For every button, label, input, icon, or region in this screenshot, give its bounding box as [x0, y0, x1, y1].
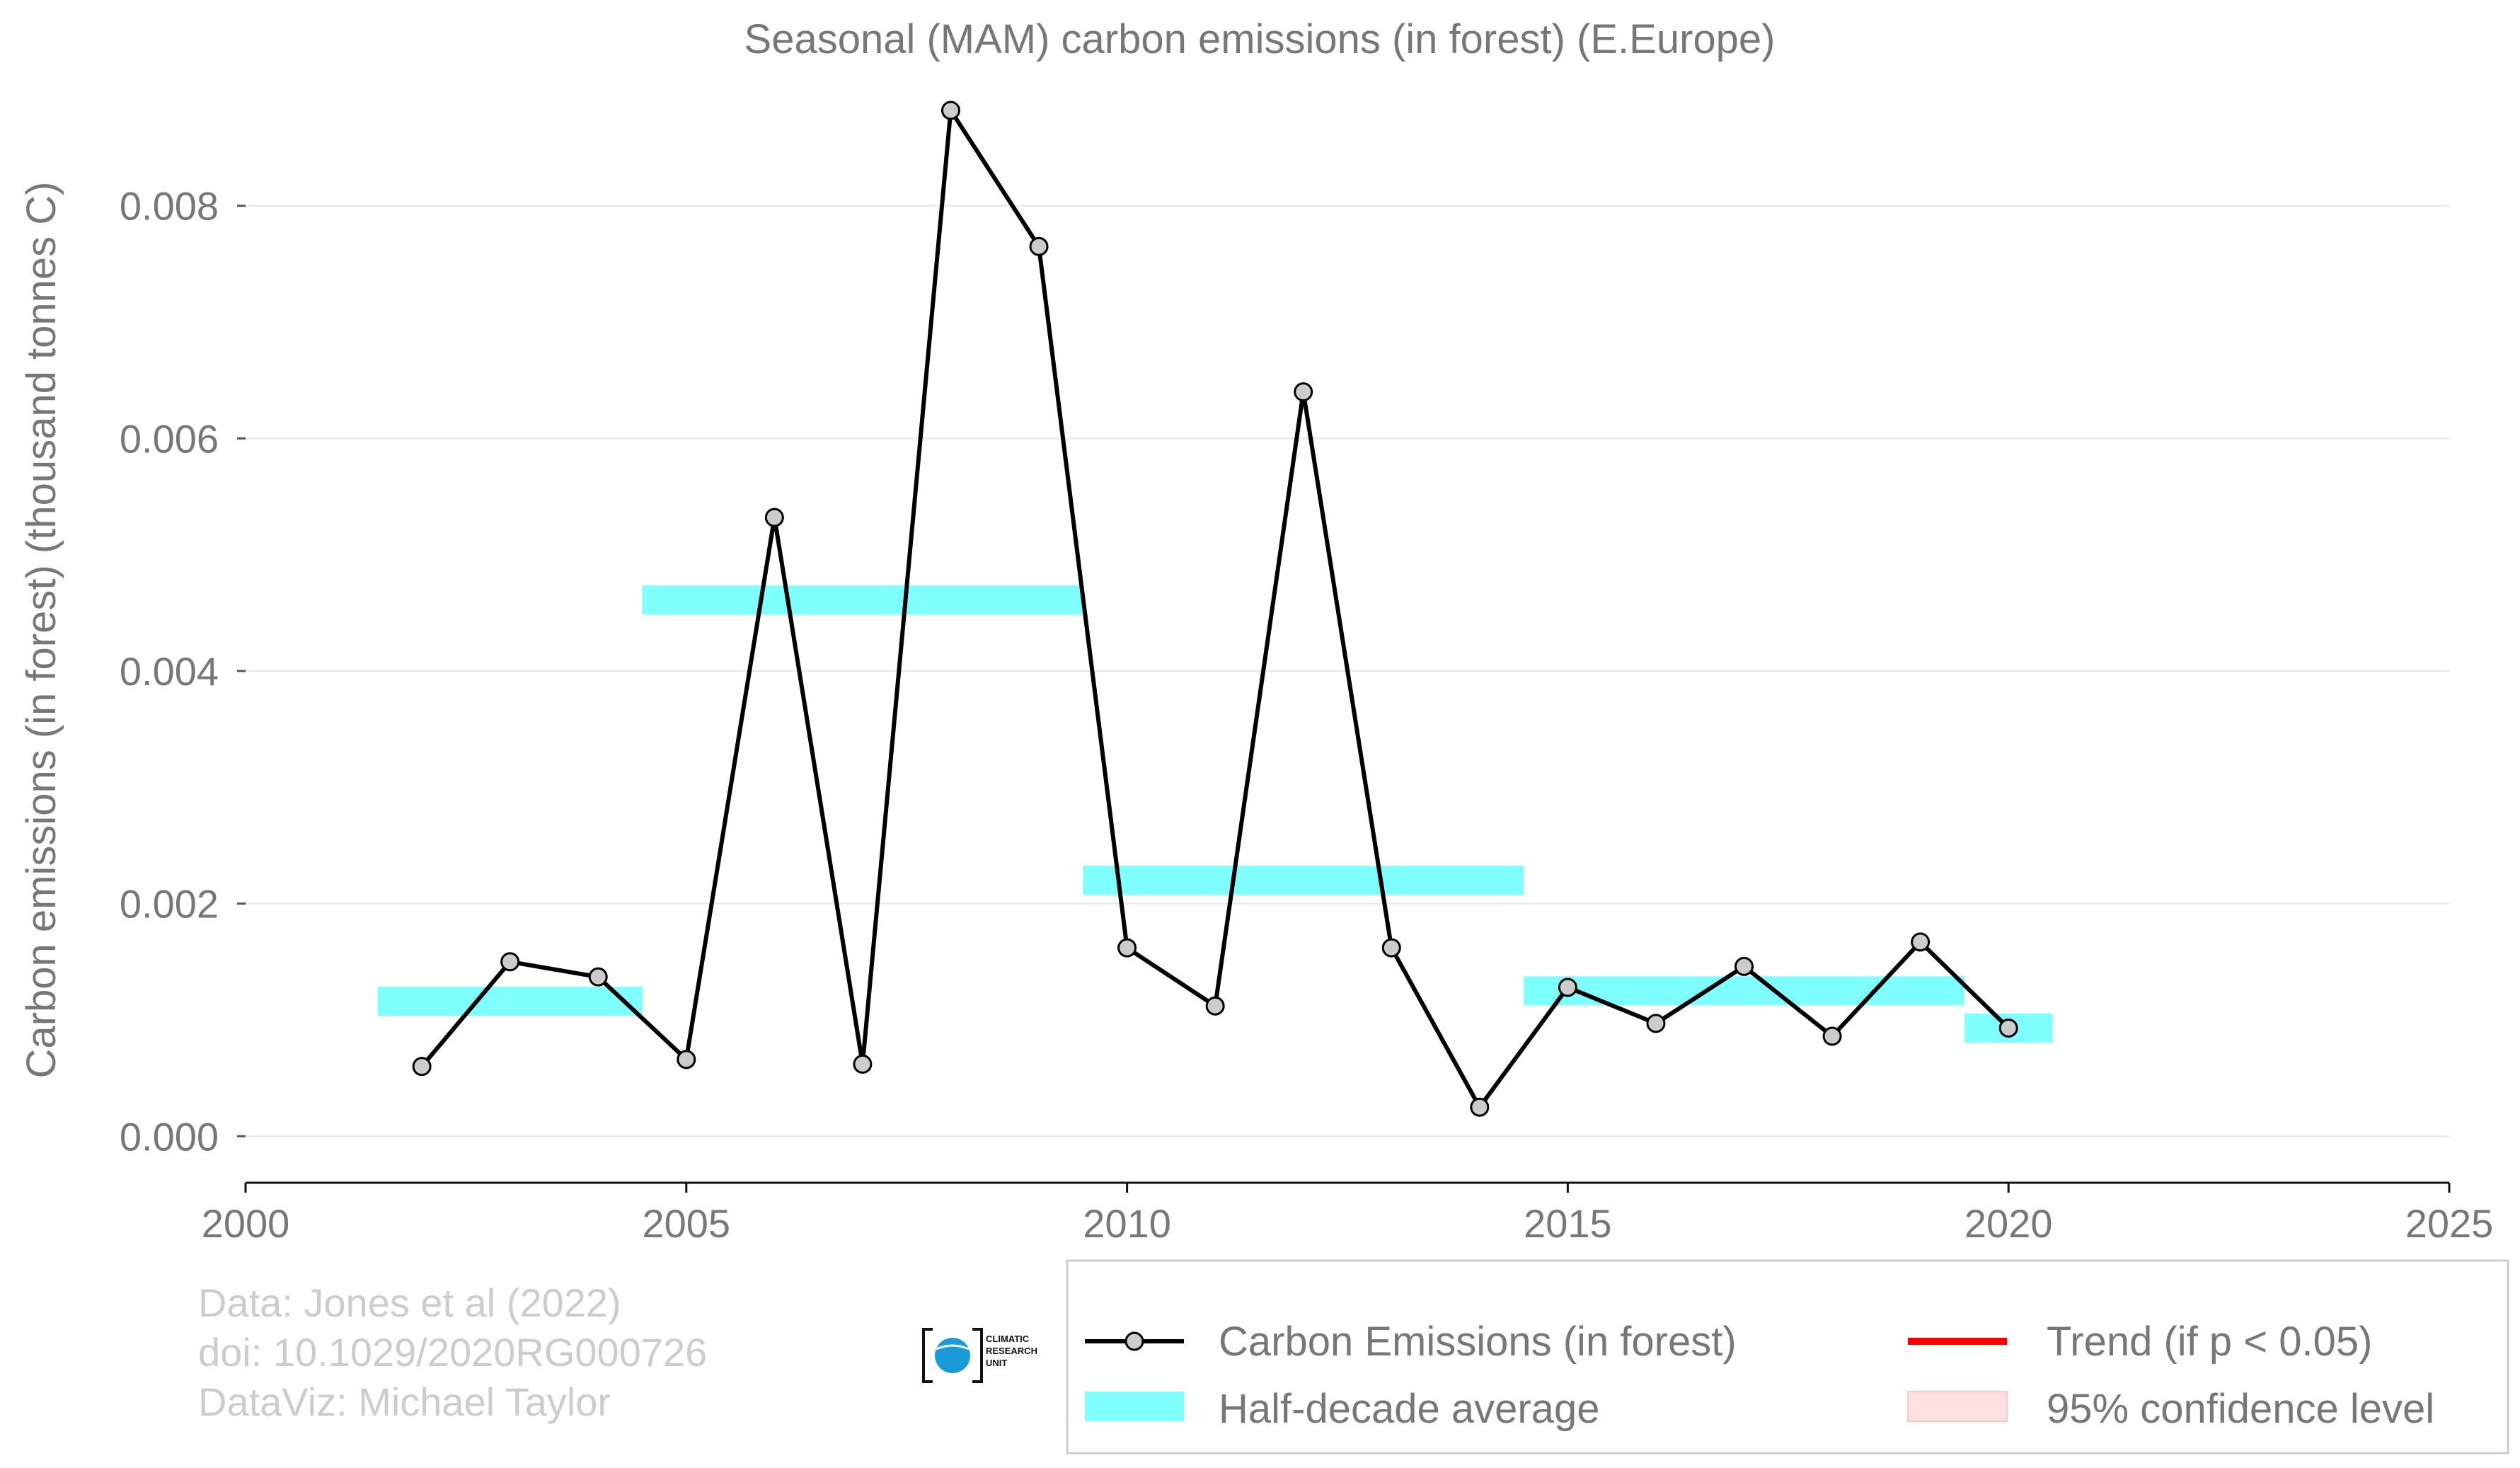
y-axis-label: Carbon emissions (in forest) (thousand t… [18, 182, 64, 1079]
emissions-point [677, 1050, 696, 1070]
legend-label-confidence: 95% confidence level [2047, 1386, 2434, 1432]
emissions-point [1205, 996, 1225, 1016]
half-decade-bar [1524, 976, 1964, 1006]
chart-title: Seasonal (MAM) carbon emissions (in fore… [744, 16, 1776, 62]
y-axis-ticks: 0.000 0.002 0.004 0.006 0.008 [120, 184, 246, 1159]
emissions-point [1822, 1026, 1842, 1046]
emissions-point [1294, 382, 1313, 402]
logo-globe-line [936, 1344, 970, 1351]
emissions-point [500, 952, 520, 972]
x-tick-label: 2015 [1524, 1201, 1612, 1246]
emissions-point [1029, 236, 1049, 256]
half-decade-bar [377, 987, 643, 1016]
emissions-point [588, 967, 608, 987]
emissions-point [412, 1057, 432, 1077]
logo-text-3: UNIT [986, 1358, 1007, 1368]
emissions-point [1734, 956, 1754, 976]
emissions-point [1381, 938, 1401, 958]
legend-box [1066, 1259, 2509, 1455]
legend-label-emissions: Carbon Emissions (in forest) [1219, 1319, 1737, 1365]
credit-data: Data: Jones et al (2022) [198, 1280, 621, 1325]
half-decade-bars [377, 585, 2053, 1043]
legend-label-trend: Trend (if p < 0.05) [2047, 1319, 2372, 1365]
emissions-point [1558, 977, 1577, 997]
emissions-point [1646, 1014, 1666, 1033]
y-tick-label: 0.002 [120, 882, 219, 927]
credit-doi: doi: 10.1029/2020RG000726 [198, 1330, 707, 1375]
x-tick-label: 2000 [202, 1201, 290, 1246]
legend-label-halfdecade: Half-decade average [1219, 1386, 1599, 1432]
emissions-points [412, 101, 2018, 1117]
emissions-point [1911, 932, 1931, 952]
logo-text-1: CLIMATIC [986, 1334, 1030, 1344]
legend-marker-emissions-dot [1124, 1331, 1144, 1351]
emissions-point [1998, 1018, 2018, 1038]
legend-marker-confidence [1907, 1391, 2008, 1422]
y-tick-label: 0.004 [120, 649, 219, 694]
y-tick-label: 0.000 [120, 1114, 219, 1159]
y-tick-label: 0.008 [120, 184, 219, 229]
emissions-point [764, 508, 784, 527]
logo-bracket-left [922, 1328, 933, 1383]
emissions-point [1470, 1097, 1490, 1117]
x-tick-label: 2020 [1964, 1201, 2053, 1246]
x-axis-ticks: 2000 2005 2010 2015 2020 2025 [202, 1183, 2494, 1246]
cru-logo: CLIMATIC RESEARCH UNIT [922, 1328, 1037, 1383]
logo-text-2: RESEARCH [986, 1346, 1037, 1356]
logo-bracket-right [972, 1328, 983, 1383]
emissions-point [940, 101, 960, 120]
credit-dataviz: DataViz: Michael Taylor [198, 1380, 611, 1424]
half-decade-bar [642, 585, 1083, 615]
emissions-point [1117, 938, 1137, 958]
x-tick-label: 2025 [2405, 1201, 2494, 1246]
logo-globe-icon [935, 1338, 970, 1373]
emissions-point [853, 1054, 873, 1074]
x-tick-label: 2010 [1083, 1201, 1171, 1246]
y-tick-label: 0.006 [120, 416, 219, 461]
legend-marker-halfdecade [1085, 1392, 1184, 1421]
x-tick-label: 2005 [643, 1201, 731, 1246]
half-decade-bar [1083, 866, 1524, 895]
legend: Carbon Emissions (in forest) Trend (if p… [1066, 1259, 2509, 1455]
